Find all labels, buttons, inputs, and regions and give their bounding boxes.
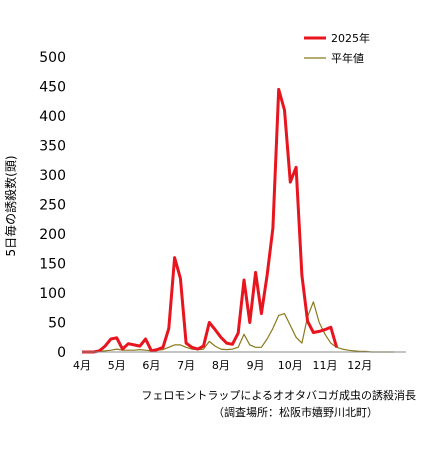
x-tick-label: 4月: [73, 359, 91, 372]
y-tick-label-300: 300: [39, 168, 66, 184]
caption-location: （調査場所：松阪市嬉野川北町）: [213, 405, 378, 419]
y-tick-labels: 0 50 100 150 200 250 300 350 400 450 500: [39, 50, 66, 361]
x-tick-label: 5月: [108, 359, 126, 372]
x-tick-label: 11月: [313, 359, 338, 372]
series-line-2025: [82, 87, 339, 354]
x-tick-label: 10月: [278, 359, 303, 372]
x-tick-label: 9月: [247, 359, 265, 372]
y-tick-label-150: 150: [39, 257, 66, 273]
legend-label-2025: 2025年: [331, 31, 370, 45]
y-tick-label-350: 350: [39, 139, 66, 155]
y-tick-label-200: 200: [39, 227, 66, 243]
y-tick-label-0: 0: [57, 345, 66, 361]
y-tick-label-250: 250: [39, 198, 66, 214]
x-tick-labels: 4月 5月 6月 7月 8月 9月 10月 11月 12月: [73, 359, 372, 372]
y-axis-label: 5日毎の誘殺数(頭): [3, 156, 18, 257]
series-lines: [82, 87, 395, 354]
x-tick-label: 12月: [347, 359, 372, 372]
series-line-normal-year: [82, 301, 395, 353]
y-tick-label-100: 100: [39, 286, 66, 302]
caption-title: フェロモントラップによるオオタバコガ成虫の誘殺消長: [141, 388, 416, 402]
y-tick-label-50: 50: [48, 316, 66, 332]
x-tick-label: 8月: [212, 359, 230, 372]
x-tick-label: 7月: [177, 359, 195, 372]
x-tick-label: 6月: [142, 359, 160, 372]
y-tick-label-400: 400: [39, 109, 66, 125]
y-tick-label-500: 500: [39, 50, 66, 66]
y-tick-label-450: 450: [39, 80, 66, 96]
legend-label-normal-year: 平年値: [331, 51, 364, 65]
